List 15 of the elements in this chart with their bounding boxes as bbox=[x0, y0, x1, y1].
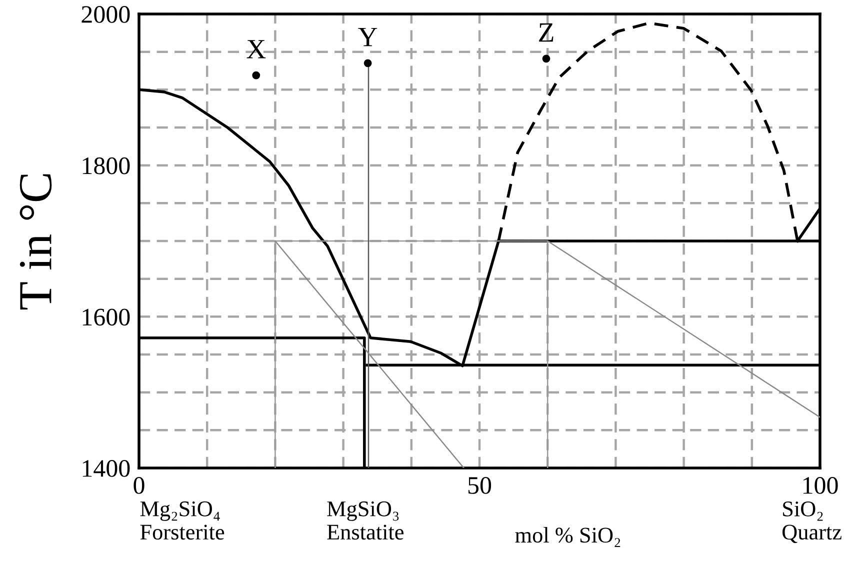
y-tick-label: 1400 bbox=[82, 460, 130, 477]
x-tick-label: 100 bbox=[803, 477, 838, 494]
y-tick-label: 1600 bbox=[82, 308, 130, 326]
annotation: X bbox=[246, 40, 266, 58]
y-tick-label: 1800 bbox=[82, 157, 130, 174]
x-tick-label: 50 bbox=[468, 477, 492, 494]
annotation: Y bbox=[358, 28, 378, 46]
text: Mg₂SiO₄ Forsterite bbox=[140, 501, 224, 540]
y-tick-label: 2000 bbox=[82, 6, 130, 23]
x-tick-label: 0 bbox=[134, 477, 144, 494]
x-axis-title: mol % SiO₂ bbox=[515, 527, 620, 547]
y-axis-title: T in °C bbox=[20, 174, 52, 310]
annotation: Z bbox=[539, 23, 554, 42]
text: MgSiO₃ Enstatite bbox=[327, 501, 404, 540]
text: SiO₂ Quartz bbox=[782, 501, 842, 544]
